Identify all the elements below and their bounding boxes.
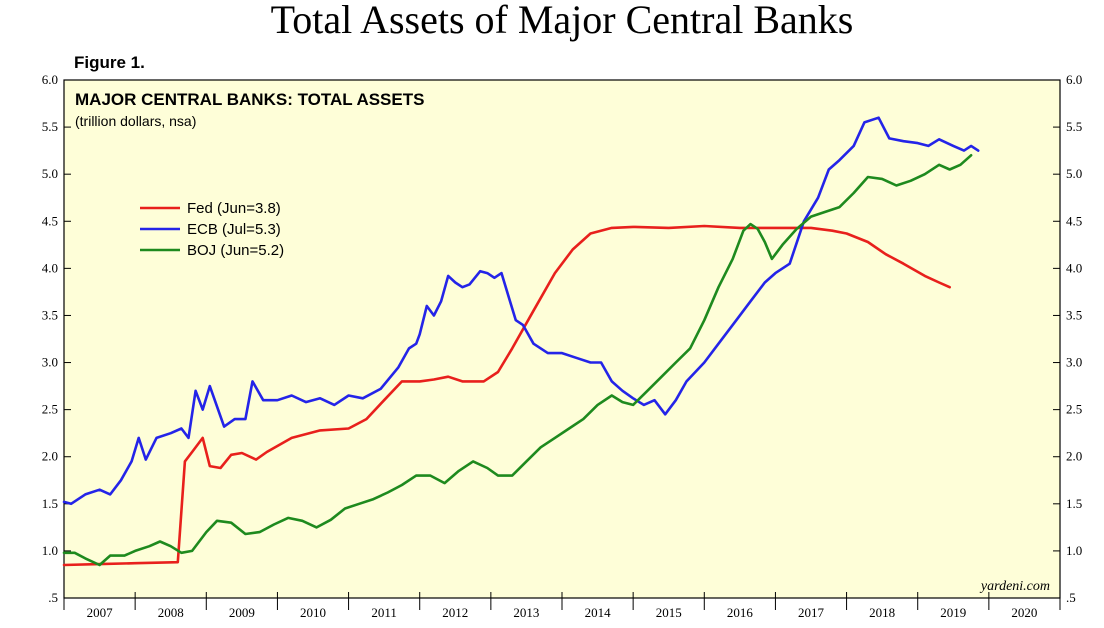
y-tick-label-right: 2.0 [1066, 449, 1082, 464]
y-tick-label-right: .5 [1066, 590, 1076, 605]
y-tick-label-left: 3.0 [42, 355, 58, 370]
y-tick-label-right: 6.0 [1066, 72, 1082, 87]
y-tick-label-right: 1.0 [1066, 543, 1082, 558]
x-year-label: 2015 [656, 605, 682, 620]
y-tick-label-left: 1.0 [42, 543, 58, 558]
x-year-label: 2010 [300, 605, 326, 620]
y-tick-label-left: 5.5 [42, 119, 58, 134]
y-tick-label-right: 4.5 [1066, 213, 1082, 228]
legend-label-ecb: ECB (Jul=5.3) [187, 221, 281, 238]
x-year-label: 2018 [869, 605, 895, 620]
y-tick-label-right: 1.5 [1066, 496, 1082, 511]
x-year-label: 2014 [585, 605, 612, 620]
x-year-label: 2011 [371, 605, 397, 620]
source-label: yardeni.com [979, 579, 1050, 594]
x-year-label: 2008 [158, 605, 184, 620]
series-line-fed [62, 224, 951, 567]
figure-label: Figure 1. [74, 53, 145, 72]
plot-area [63, 79, 1061, 599]
y-tick-label-left: 1.5 [42, 496, 58, 511]
x-year-label: 2012 [442, 605, 468, 620]
axis-ticks: 6.0 6.0 5.5 5.5 5.0 5.0 4.5 4.5 4.0 4.0 3.5 3.5 3.0 3… [42, 72, 1083, 620]
x-year-label: 2013 [513, 605, 539, 620]
series-line-boj [62, 154, 973, 567]
x-year-label: 2019 [940, 605, 966, 620]
y-tick-label-right: 3.5 [1066, 307, 1082, 322]
x-year-label: 2016 [727, 605, 754, 620]
y-tick-label-left: 2.5 [42, 402, 58, 417]
inner-chart-subtitle: (trillion dollars, nsa) [75, 113, 196, 129]
legend-label-fed: Fed (Jun=3.8) [187, 200, 281, 217]
chart-title: Total Assets of Major Central Banks [271, 0, 854, 42]
y-tick-label-right: 2.5 [1066, 402, 1082, 417]
x-year-label: 2009 [229, 605, 255, 620]
y-tick-label-left: 4.5 [42, 213, 58, 228]
y-tick-label-left: 2.0 [42, 449, 58, 464]
y-tick-label-left: 4.0 [42, 260, 58, 275]
y-tick-label-right: 5.5 [1066, 119, 1082, 134]
y-tick-label-left: 5.0 [42, 166, 58, 181]
series-layer [62, 116, 980, 567]
x-year-label: 2017 [798, 605, 825, 620]
legend-label-boj: BOJ (Jun=5.2) [187, 242, 284, 259]
series-line-ecb [62, 116, 980, 506]
x-year-label: 2020 [1011, 605, 1037, 620]
y-tick-label-right: 4.0 [1066, 260, 1082, 275]
y-tick-label-right: 3.0 [1066, 355, 1082, 370]
y-tick-label-left: .5 [48, 590, 58, 605]
y-tick-label-left: 3.5 [42, 307, 58, 322]
y-tick-label-left: 6.0 [42, 72, 58, 87]
inner-chart-title: MAJOR CENTRAL BANKS: TOTAL ASSETS [75, 90, 424, 109]
y-tick-label-right: 5.0 [1066, 166, 1082, 181]
legend: Fed (Jun=3.8) ECB (Jul=5.3) BOJ (Jun=5.2) [140, 200, 284, 259]
x-year-label: 2007 [87, 605, 114, 620]
